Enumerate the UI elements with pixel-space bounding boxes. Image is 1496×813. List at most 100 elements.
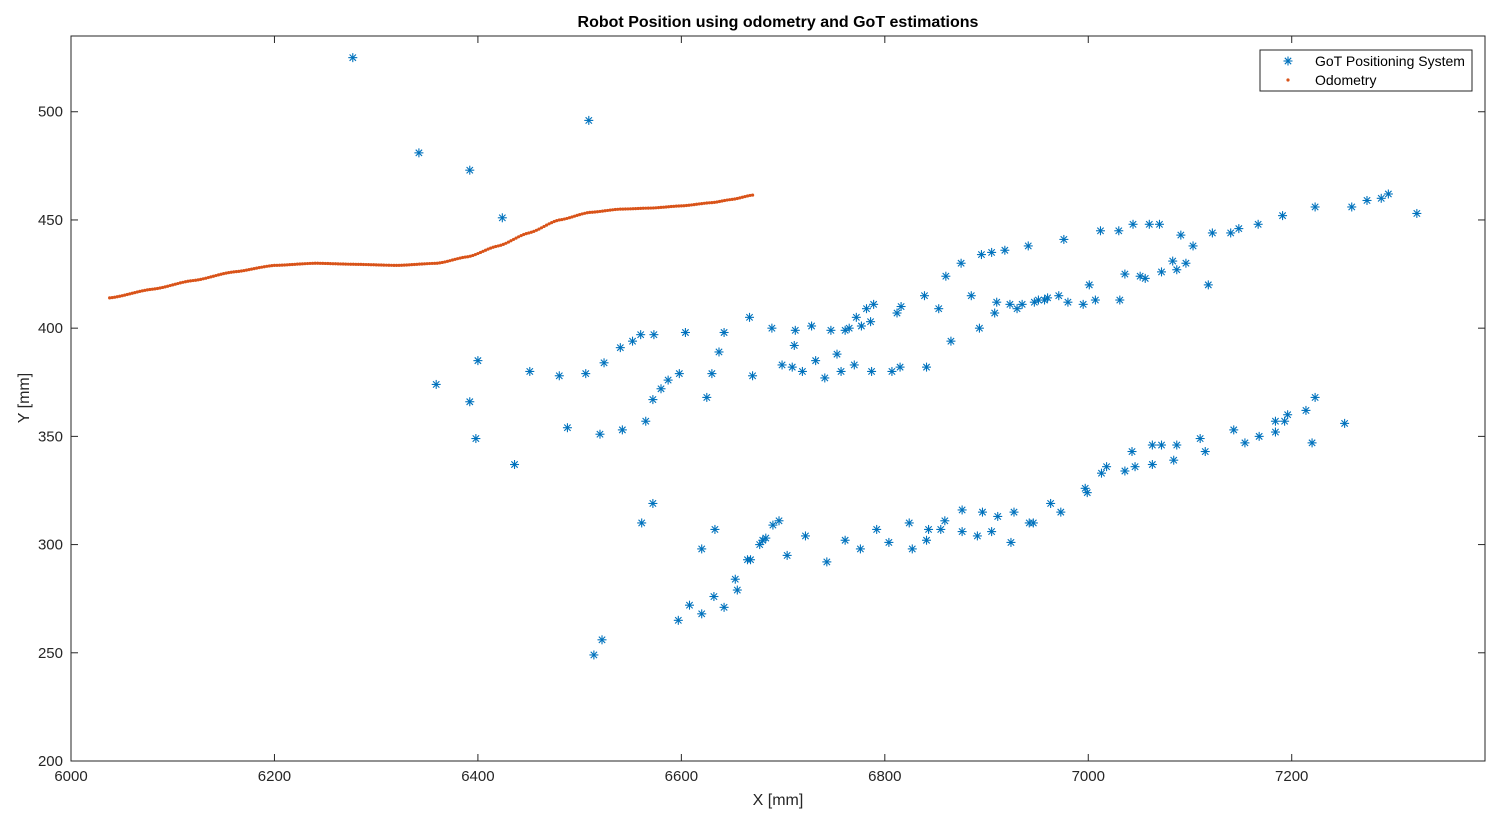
odometry-point bbox=[415, 262, 419, 266]
odometry-point bbox=[478, 250, 483, 255]
got-point bbox=[709, 592, 719, 602]
odometry-point bbox=[237, 269, 241, 273]
legend-odometry-marker bbox=[1286, 78, 1290, 82]
odometry-point bbox=[115, 295, 119, 299]
x-axis-ticks: 6000 6200 6400 6600 6800 7000 7200 bbox=[54, 36, 1308, 785]
got-point bbox=[1128, 219, 1138, 229]
got-point bbox=[922, 362, 932, 372]
odometry-point bbox=[168, 283, 172, 288]
got-point bbox=[1340, 418, 1350, 428]
got-point bbox=[584, 115, 594, 125]
odometry-point bbox=[242, 268, 246, 273]
got-point bbox=[1376, 193, 1386, 203]
odometry-point bbox=[580, 212, 584, 216]
got-point bbox=[1226, 228, 1236, 238]
odometry-point bbox=[717, 199, 722, 204]
odometry-point bbox=[522, 232, 526, 237]
odometry-point bbox=[618, 207, 622, 211]
got-point bbox=[1084, 280, 1094, 290]
got-point bbox=[697, 609, 707, 619]
odometry-point bbox=[712, 200, 717, 204]
got-point bbox=[820, 373, 830, 383]
got-point bbox=[790, 325, 800, 335]
odometry-point bbox=[667, 205, 671, 209]
odometry-point bbox=[730, 197, 734, 201]
odometry-point bbox=[590, 210, 594, 214]
got-point bbox=[992, 297, 1002, 307]
got-point bbox=[1280, 416, 1290, 426]
odometry-point bbox=[379, 263, 383, 267]
odometry-point bbox=[509, 239, 513, 243]
x-tick-label: 6200 bbox=[258, 768, 291, 785]
odometry-point bbox=[567, 216, 572, 220]
odometry-point bbox=[649, 206, 653, 210]
odometry-point bbox=[318, 261, 322, 265]
got-point bbox=[761, 533, 771, 543]
legend-got-asterisk bbox=[1283, 56, 1293, 66]
odometry-point bbox=[433, 261, 437, 265]
odometry-point bbox=[153, 287, 157, 291]
odometry-point bbox=[473, 252, 477, 257]
odometry-point bbox=[244, 268, 249, 272]
odometry-point bbox=[150, 287, 154, 291]
odometry-point bbox=[443, 260, 447, 264]
odometry-point bbox=[641, 206, 645, 210]
odometry-point bbox=[346, 262, 350, 266]
got-point bbox=[1310, 392, 1320, 402]
x-tick-label: 6400 bbox=[461, 768, 494, 785]
got-point bbox=[710, 524, 720, 534]
got-point bbox=[884, 537, 894, 547]
got-point bbox=[1147, 440, 1157, 450]
got-point bbox=[787, 362, 797, 372]
got-point bbox=[581, 369, 591, 379]
got-point bbox=[1140, 273, 1150, 283]
odometry-point bbox=[430, 261, 434, 266]
odometry-point bbox=[407, 263, 411, 267]
got-point bbox=[1270, 427, 1280, 437]
odometry-point bbox=[118, 294, 122, 298]
odometry-point bbox=[341, 262, 345, 266]
odometry-point bbox=[295, 262, 299, 266]
got-point bbox=[1203, 280, 1213, 290]
got-point bbox=[797, 366, 807, 376]
odometry-point bbox=[359, 262, 363, 267]
odometry-point bbox=[496, 244, 500, 248]
odometry-point bbox=[166, 284, 170, 288]
odometry-point bbox=[369, 263, 373, 267]
odometry-point bbox=[313, 261, 317, 265]
odometry-point bbox=[405, 263, 409, 267]
got-point bbox=[636, 330, 646, 340]
y-tick-label: 450 bbox=[38, 212, 63, 229]
got-point bbox=[1307, 438, 1317, 448]
odometry-point bbox=[583, 211, 587, 215]
got-point bbox=[1176, 230, 1186, 240]
odometry-point bbox=[227, 271, 231, 275]
odometry-point bbox=[176, 281, 180, 286]
got-point bbox=[414, 148, 424, 158]
got-point bbox=[1000, 245, 1010, 255]
got-point bbox=[990, 308, 1000, 318]
got-point bbox=[976, 250, 986, 260]
got-point bbox=[746, 555, 756, 565]
odometry-point bbox=[659, 205, 663, 210]
odometry-point bbox=[186, 279, 190, 283]
odometry-point bbox=[598, 209, 602, 214]
got-point bbox=[822, 557, 832, 567]
legend: GoT Positioning System Odometry bbox=[1259, 49, 1473, 92]
odometry-series bbox=[108, 193, 755, 300]
odometry-point bbox=[257, 266, 261, 270]
odometry-point bbox=[308, 261, 312, 266]
odometry-point bbox=[351, 262, 355, 266]
plot-area bbox=[70, 35, 1486, 762]
odometry-point bbox=[211, 274, 216, 278]
got-point bbox=[777, 360, 787, 370]
got-point bbox=[1270, 416, 1280, 426]
odometry-point bbox=[214, 273, 218, 278]
legend-got-marker bbox=[1283, 56, 1293, 66]
odometry-point bbox=[679, 204, 683, 208]
odometry-point bbox=[128, 292, 132, 296]
got-series bbox=[348, 53, 1422, 660]
got-point bbox=[1023, 241, 1033, 251]
got-point bbox=[1362, 195, 1372, 205]
odometry-point bbox=[209, 275, 213, 279]
